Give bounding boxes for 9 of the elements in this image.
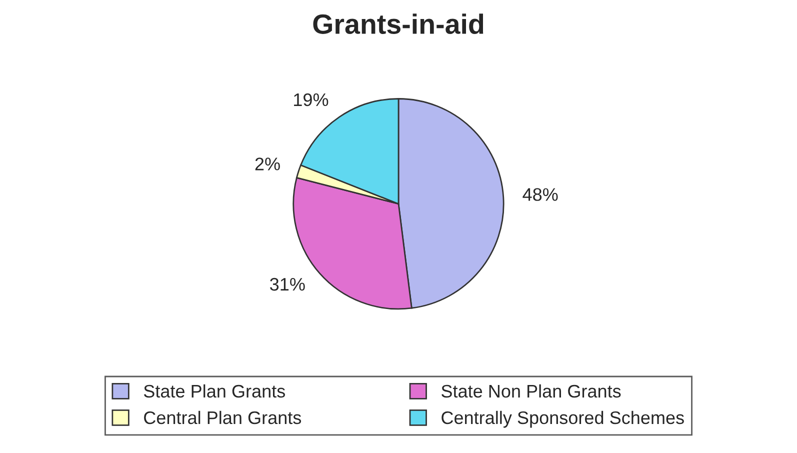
legend-label: State Non Plan Grants bbox=[442, 384, 621, 398]
data-label: 31% bbox=[270, 278, 305, 291]
data-label: 2% bbox=[255, 158, 280, 170]
legend-label: State Plan Grants bbox=[144, 384, 285, 398]
data-label: 19% bbox=[294, 93, 328, 106]
legend-label: Centrally Sponsored Schemes bbox=[442, 410, 684, 428]
legend-label: Central Plan Grants bbox=[144, 410, 302, 424]
data-label: 48% bbox=[522, 188, 558, 201]
chart-title: Grants-in-aid bbox=[313, 14, 484, 34]
